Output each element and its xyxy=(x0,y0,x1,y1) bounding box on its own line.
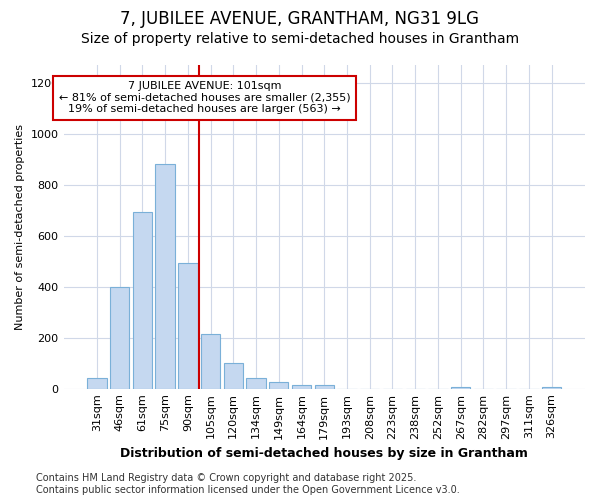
Bar xyxy=(155,164,175,388)
Bar xyxy=(133,212,152,388)
Text: 7, JUBILEE AVENUE, GRANTHAM, NG31 9LG: 7, JUBILEE AVENUE, GRANTHAM, NG31 9LG xyxy=(121,10,479,28)
Text: Contains HM Land Registry data © Crown copyright and database right 2025.
Contai: Contains HM Land Registry data © Crown c… xyxy=(36,474,460,495)
Bar xyxy=(201,334,220,388)
Bar xyxy=(178,262,197,388)
Bar xyxy=(269,382,289,388)
Bar xyxy=(314,385,334,388)
Text: Size of property relative to semi-detached houses in Grantham: Size of property relative to semi-detach… xyxy=(81,32,519,46)
X-axis label: Distribution of semi-detached houses by size in Grantham: Distribution of semi-detached houses by … xyxy=(121,447,528,460)
Bar xyxy=(247,378,266,388)
Bar xyxy=(110,286,130,388)
Y-axis label: Number of semi-detached properties: Number of semi-detached properties xyxy=(15,124,25,330)
Text: 7 JUBILEE AVENUE: 101sqm
← 81% of semi-detached houses are smaller (2,355)
19% o: 7 JUBILEE AVENUE: 101sqm ← 81% of semi-d… xyxy=(59,81,350,114)
Bar xyxy=(87,378,107,388)
Bar xyxy=(292,385,311,388)
Bar xyxy=(224,363,243,388)
